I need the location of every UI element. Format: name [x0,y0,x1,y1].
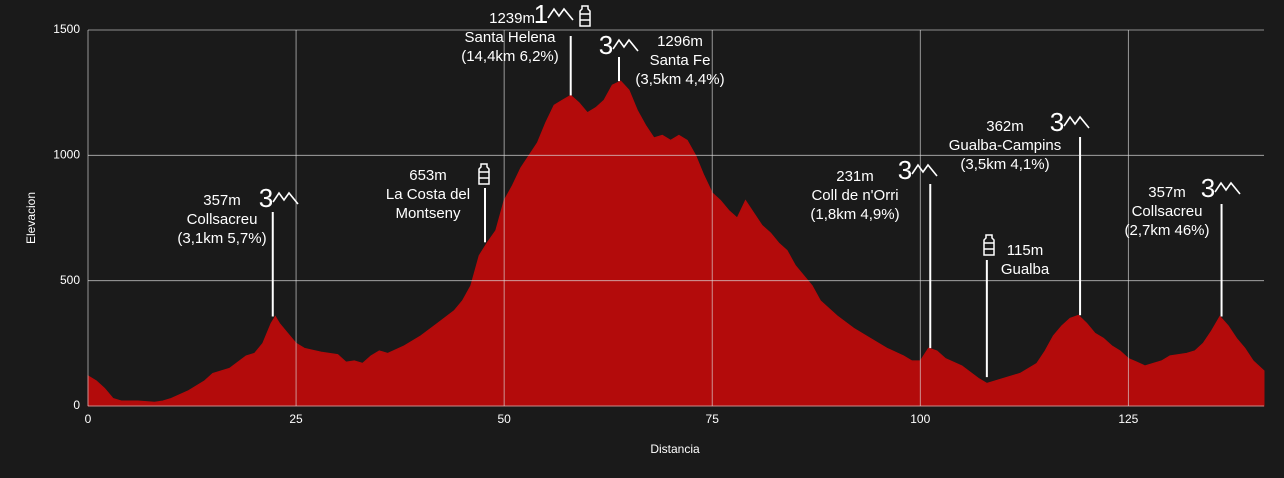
bottle-icon [983,234,995,256]
climb-category: 3 [898,155,912,185]
x-tick-label: 25 [289,412,303,426]
x-tick-label: 75 [706,412,720,426]
x-tick-label: 0 [85,412,92,426]
annotation-elevation: 1239m [489,10,535,27]
annotation-name: Santa Fe [650,52,711,69]
x-axis-title: Distancia [650,442,700,456]
y-tick-label: 1000 [53,148,80,162]
annotation-elevation: 1296m [657,33,703,50]
climb-category: 3 [599,30,613,60]
climb-category: 3 [1050,107,1064,137]
annotation-detail: (3,1km 5,7%) [177,230,266,247]
annotation-detail: (3,5km 4,4%) [635,71,724,88]
elevation-area [87,80,1265,407]
annotation-name: La Costa del [386,186,470,203]
annotation-detail: (1,8km 4,9%) [810,206,899,223]
annotation-elevation: 362m [986,118,1024,135]
annotation-name: Gualba [1001,261,1050,278]
annotation-name: Gualba-Campins [949,137,1062,154]
annotation-elevation: 231m [836,168,874,185]
bottle-icon [478,163,490,185]
mountain-icon [1214,181,1241,195]
mountain-icon [911,163,938,177]
climb-category: 1 [534,0,548,29]
climb-category: 3 [259,183,273,213]
annotation-detail: (3,5km 4,1%) [960,156,1049,173]
annotation-elevation: 357m [203,192,241,209]
x-tick-label: 100 [910,412,930,426]
y-axis-title: Elevacion [24,192,38,244]
mountain-icon [1063,115,1090,129]
y-tick-label: 500 [60,273,80,287]
mountain-icon [547,7,574,21]
annotation-name: Collsacreu [187,211,258,228]
annotation-name: Coll de n'Orri [811,187,898,204]
x-tick-label: 125 [1118,412,1138,426]
y-tick-label: 0 [73,398,80,412]
annotation-elevation: 115m [1007,242,1043,259]
mountain-icon [272,191,299,205]
x-tick-label: 50 [497,412,511,426]
y-tick-label: 1500 [53,22,80,36]
annotation-name: Collsacreu [1132,203,1203,220]
annotation-elevation: 653m [409,167,447,184]
annotation-detail: (14,4km 6,2%) [461,48,559,65]
annotation-elevation: 357m [1148,184,1186,201]
bottle-icon [579,5,591,27]
annotation-name: Santa Helena [465,29,557,46]
annotation-detail: (2,7km 46%) [1124,222,1209,239]
annotation-name: Montseny [395,205,461,222]
mountain-icon [612,38,639,52]
climb-category: 3 [1201,173,1215,203]
